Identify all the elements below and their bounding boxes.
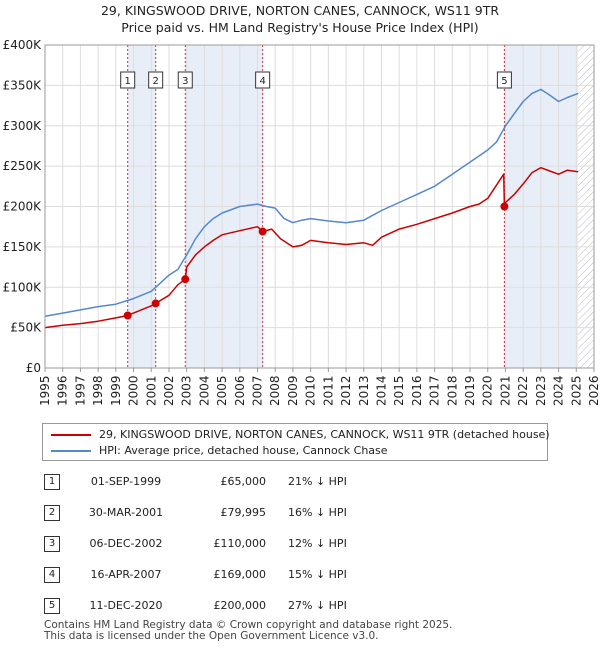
y-tick-label: £150K bbox=[3, 240, 43, 254]
y-tick-label: £350K bbox=[3, 78, 43, 92]
sale-marker-label: 2 bbox=[152, 76, 158, 87]
x-tick-label: 2002 bbox=[162, 375, 176, 406]
sale-price: £200,000 bbox=[213, 599, 267, 612]
table-row: 1 01-SEP-1999 £65,000 21% ↓ HPI bbox=[44, 472, 384, 492]
x-tick-label: 2013 bbox=[357, 375, 371, 406]
sale-point bbox=[258, 227, 267, 236]
x-tick-label: 2001 bbox=[144, 375, 158, 406]
x-tick-label: 2022 bbox=[516, 375, 530, 406]
x-tick-label: 1996 bbox=[56, 375, 70, 406]
sale-number-badge: 2 bbox=[44, 505, 60, 521]
title-line-1: 29, KINGSWOOD DRIVE, NORTON CANES, CANNO… bbox=[100, 3, 500, 18]
x-tick-label: 1998 bbox=[91, 375, 105, 406]
sale-marker-label: 3 bbox=[182, 76, 188, 87]
footer-licence: This data is licensed under the Open Gov… bbox=[44, 630, 379, 642]
sale-marker-box bbox=[255, 71, 271, 89]
sale-number-badge: 1 bbox=[44, 474, 60, 490]
price-paid-line bbox=[44, 166, 579, 329]
sale-marker-box bbox=[496, 71, 512, 89]
x-tick-label: 2004 bbox=[197, 375, 211, 406]
x-tick-label: 2019 bbox=[463, 375, 477, 406]
sale-marker-box bbox=[177, 71, 193, 89]
sale-point bbox=[181, 275, 190, 284]
sale-hpi-diff: 21% ↓ HPI bbox=[288, 475, 347, 488]
x-tick-label: 2007 bbox=[251, 375, 265, 406]
y-tick-label: £250K bbox=[3, 159, 43, 173]
sale-number-badge: 3 bbox=[44, 536, 60, 552]
legend-label-hpi: HPI: Average price, detached house, Cann… bbox=[99, 444, 388, 457]
sale-marker-label: 1 bbox=[125, 76, 131, 87]
table-row: 2 30-MAR-2001 £79,995 16% ↓ HPI bbox=[44, 503, 384, 523]
x-tick-label: 2014 bbox=[374, 375, 388, 406]
x-tick-label: 2016 bbox=[410, 375, 424, 406]
sale-date: 01-SEP-1999 bbox=[90, 475, 162, 488]
sale-marker-box bbox=[148, 71, 164, 89]
x-tick-label: 2008 bbox=[268, 375, 282, 406]
y-tick-label: £0 bbox=[26, 361, 41, 375]
sale-price: £79,995 bbox=[220, 506, 267, 519]
sale-hpi-diff: 15% ↓ HPI bbox=[288, 568, 347, 581]
x-tick-label: 2025 bbox=[569, 375, 583, 406]
x-tick-label: 2012 bbox=[339, 375, 353, 406]
sale-marker-label: 5 bbox=[501, 76, 507, 87]
y-tick-label: £100K bbox=[3, 280, 43, 294]
y-tick-label: £200K bbox=[3, 200, 43, 214]
x-tick-label: 2026 bbox=[587, 375, 600, 406]
hpi-line bbox=[44, 88, 579, 318]
sale-number-badge: 4 bbox=[44, 567, 60, 583]
y-tick-label: £50K bbox=[10, 321, 42, 335]
legend-swatch-hpi bbox=[51, 450, 91, 452]
x-tick-label: 2023 bbox=[534, 375, 548, 406]
x-tick-label: 2000 bbox=[127, 375, 141, 406]
x-tick-label: 2010 bbox=[304, 375, 318, 406]
sale-price: £110,000 bbox=[213, 537, 267, 550]
legend: 29, KINGSWOOD DRIVE, NORTON CANES, CANNO… bbox=[42, 423, 550, 461]
sale-date: 06-DEC-2002 bbox=[89, 537, 163, 550]
sale-price: £65,000 bbox=[220, 475, 267, 488]
price-chart: 1 2 3 4 5 £0 £50K £100K £150K £200K £250K £300K £35… bbox=[3, 38, 600, 406]
sale-hpi-diff: 12% ↓ HPI bbox=[288, 537, 347, 550]
footer: Contains HM Land Registry data © Crown c… bbox=[44, 620, 452, 642]
x-tick-label: 2021 bbox=[498, 375, 512, 406]
sale-marker-label: 4 bbox=[259, 76, 265, 87]
footer-copyright: Contains HM Land Registry data © Crown c… bbox=[44, 619, 453, 631]
chart-title: 29, KINGSWOOD DRIVE, NORTON CANES, CANNO… bbox=[0, 2, 600, 36]
x-tick-label: 2020 bbox=[481, 375, 495, 406]
sale-hpi-diff: 16% ↓ HPI bbox=[288, 506, 347, 519]
x-tick-label: 2005 bbox=[215, 375, 229, 406]
x-tick-label: 2009 bbox=[286, 375, 300, 406]
y-tick-label: £400K bbox=[3, 38, 43, 52]
plot-frame bbox=[44, 44, 595, 369]
x-tick-label: 2011 bbox=[321, 375, 335, 406]
sale-date: 16-APR-2007 bbox=[90, 568, 162, 581]
x-tick-label: 1997 bbox=[73, 375, 87, 406]
sale-point bbox=[500, 202, 509, 211]
sale-hpi-diff: 27% ↓ HPI bbox=[288, 599, 347, 612]
x-tick-label: 2003 bbox=[180, 375, 194, 406]
legend-swatch-price bbox=[51, 434, 91, 436]
sale-marker-box bbox=[120, 71, 136, 89]
sale-price: £169,000 bbox=[213, 568, 267, 581]
x-tick-label: 2018 bbox=[445, 375, 459, 406]
sale-date: 30-MAR-2001 bbox=[88, 506, 164, 519]
x-tick-label: 2015 bbox=[392, 375, 406, 406]
x-tick-label: 1999 bbox=[109, 375, 123, 406]
title-line-2: Price paid vs. HM Land Registry's House … bbox=[121, 20, 479, 35]
sale-number-badge: 5 bbox=[44, 598, 60, 614]
table-row: 4 16-APR-2007 £169,000 15% ↓ HPI bbox=[44, 565, 384, 585]
legend-label-price: 29, KINGSWOOD DRIVE, NORTON CANES, CANNO… bbox=[99, 428, 550, 441]
sale-date: 11-DEC-2020 bbox=[89, 599, 163, 612]
x-tick-label: 2017 bbox=[428, 375, 442, 406]
x-tick-label: 2006 bbox=[233, 375, 247, 406]
sale-point bbox=[151, 299, 160, 308]
sale-point bbox=[123, 311, 132, 320]
x-tick-label: 1995 bbox=[38, 375, 52, 406]
table-row: 5 11-DEC-2020 £200,000 27% ↓ HPI bbox=[44, 596, 384, 616]
table-row: 3 06-DEC-2002 £110,000 12% ↓ HPI bbox=[44, 534, 384, 554]
y-tick-label: £300K bbox=[3, 119, 43, 133]
x-tick-label: 2024 bbox=[552, 375, 566, 406]
